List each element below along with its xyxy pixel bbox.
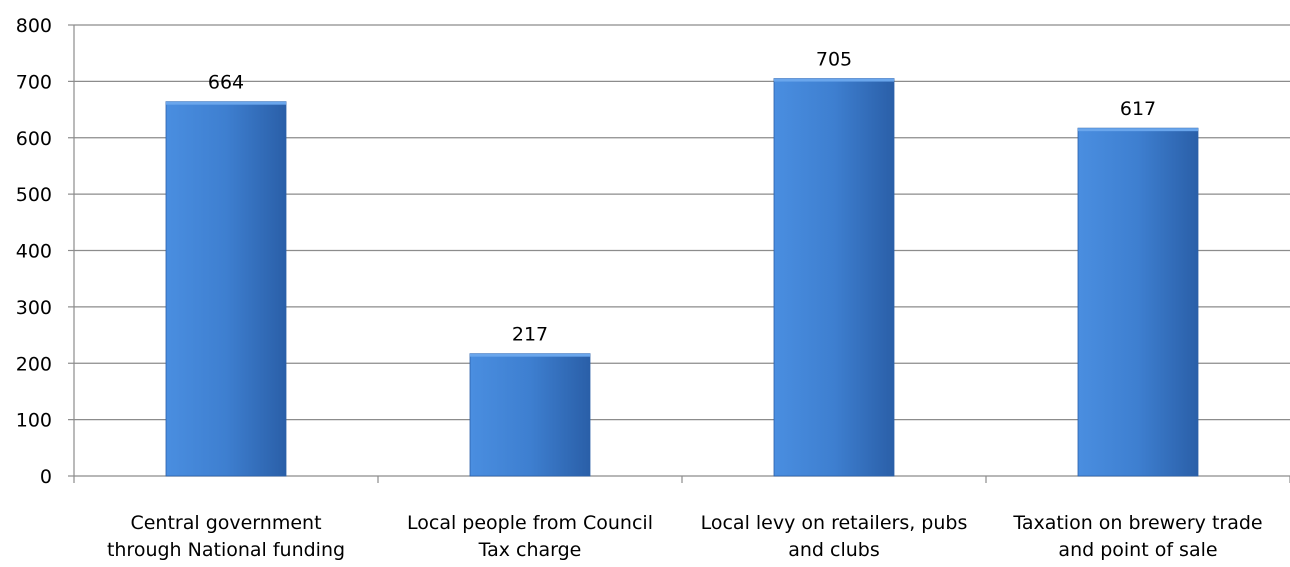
x-category-label: and clubs <box>788 539 880 561</box>
data-label: 617 <box>1120 98 1156 120</box>
y-tick-label: 300 <box>16 297 52 319</box>
bar <box>773 78 895 477</box>
x-category-label: and point of sale <box>1058 539 1217 561</box>
y-tick-label: 500 <box>16 184 52 206</box>
data-label: 217 <box>512 324 548 346</box>
y-tick-label: 200 <box>16 353 52 375</box>
labels: 0 100 200 300 400 500 600 700 800 664 Central gove… <box>16 15 1263 561</box>
bar-top-highlight <box>166 101 286 105</box>
y-tick-label: 100 <box>16 410 52 432</box>
x-category-label: Taxation on brewery trade <box>1012 512 1262 534</box>
data-label: 664 <box>208 72 244 94</box>
y-tick-label: 700 <box>16 71 52 93</box>
bar <box>1077 127 1199 477</box>
y-tick-label: 600 <box>16 128 52 150</box>
x-category-label: Central government <box>130 512 321 534</box>
x-category-label: Local people from Council <box>407 512 653 534</box>
x-category-label: Local levy on retailers, pubs <box>701 512 968 534</box>
x-category-label: through National funding <box>107 539 345 561</box>
bar-top-highlight <box>470 353 590 357</box>
data-label: 705 <box>816 49 852 71</box>
bar <box>469 353 591 477</box>
bar <box>165 101 287 477</box>
bars <box>165 78 1199 477</box>
bar-top-highlight <box>1078 128 1198 132</box>
bar-top-highlight <box>774 78 894 82</box>
y-tick-label: 0 <box>40 466 52 488</box>
y-tick-label: 800 <box>16 15 52 37</box>
y-tick-label: 400 <box>16 241 52 263</box>
x-category-label: Tax charge <box>478 539 582 561</box>
